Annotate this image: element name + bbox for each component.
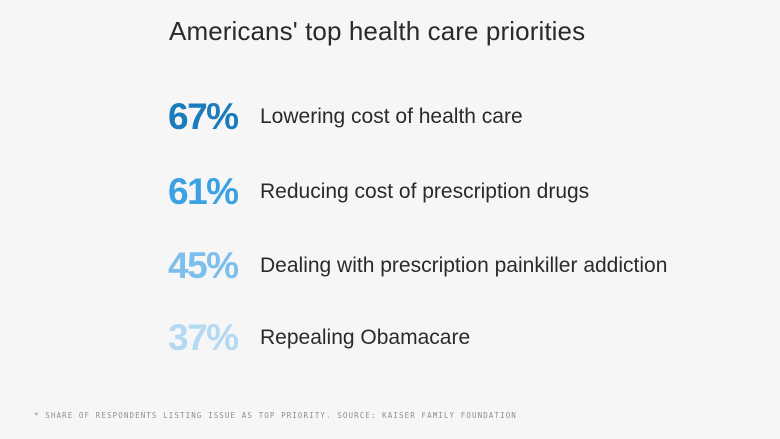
priority-percentage: 67% [168,96,239,137]
chart-title: Americans' top health care priorities [169,16,586,46]
priority-label: Dealing with prescription painkiller add… [260,254,668,277]
priority-percentage: 45% [168,245,239,286]
footnote: * Share of respondents listing issue as … [34,411,517,420]
priority-percentage: 37% [168,317,239,358]
priority-label: Reducing cost of prescription drugs [260,180,590,203]
priority-row: 45% Dealing with prescription painkiller … [168,244,667,288]
priority-row: 67% Lowering cost of health care [168,95,523,139]
priority-row: 61% Reducing cost of prescription drugs [168,170,589,214]
priority-label: Lowering cost of health care [260,105,523,128]
priority-row: 37% Repealing Obamacare [168,316,470,360]
priority-percentage: 61% [168,171,239,212]
priority-label: Repealing Obamacare [260,326,471,349]
